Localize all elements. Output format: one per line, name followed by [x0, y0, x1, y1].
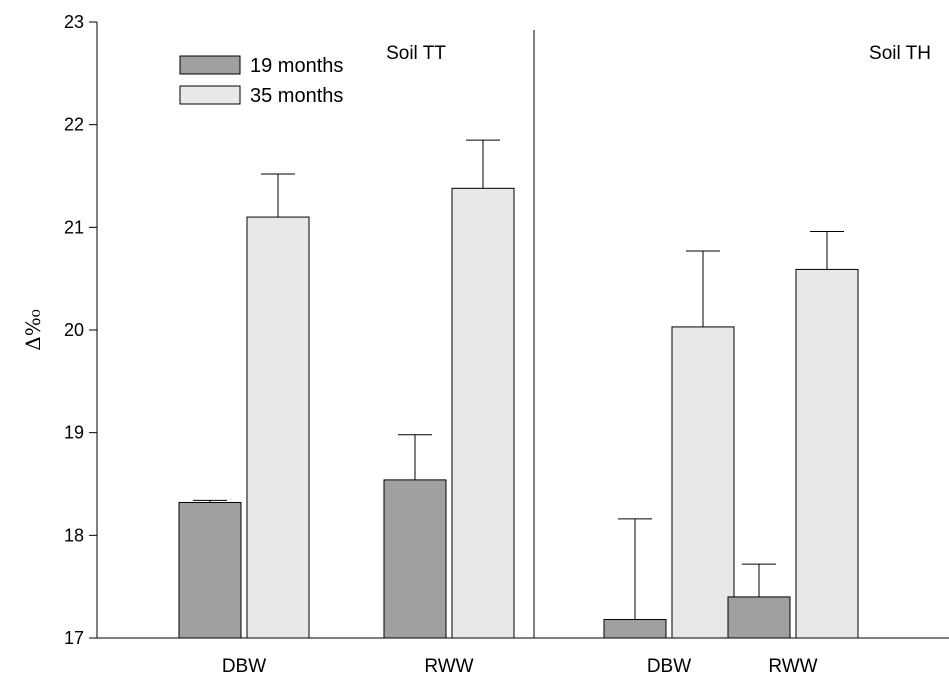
panel-label-soil-tt: Soil TT [386, 43, 446, 64]
y-tick-label: 23 [64, 12, 84, 32]
bar [246, 216, 310, 639]
bar [603, 619, 667, 639]
y-tick-label: 20 [64, 320, 84, 340]
y-tick-label: 18 [64, 525, 84, 545]
bar [727, 596, 791, 639]
y-axis-label: Δ%₀ [21, 309, 45, 350]
bar [383, 479, 447, 639]
bars-group [178, 187, 859, 639]
legend-swatch-35-months [179, 85, 241, 105]
y-tick-label: 17 [64, 628, 84, 648]
bar [451, 187, 515, 639]
bar [795, 268, 859, 639]
bar [671, 326, 735, 639]
legend-label-19-months: 19 months [250, 55, 343, 77]
x-category-label: DBW [647, 656, 691, 677]
x-category-label: DBW [222, 656, 266, 677]
panel-label-soil-th: Soil TH [869, 43, 931, 64]
y-tick-label: 21 [64, 217, 84, 237]
bar [178, 501, 242, 639]
y-tick-label: 19 [64, 423, 84, 443]
x-category-label: RWW [424, 656, 473, 677]
labels-group: 17 18 19 20 21 22 23 DBW RWW DBW RWW [64, 12, 818, 677]
legend-swatch-19-months [179, 55, 241, 75]
legend: 19 months 35 months [179, 55, 343, 107]
error-bars-group [193, 139, 844, 620]
legend-label-35-months: 35 months [250, 85, 343, 107]
x-category-label: RWW [768, 656, 817, 677]
y-tick-label: 22 [64, 115, 84, 135]
